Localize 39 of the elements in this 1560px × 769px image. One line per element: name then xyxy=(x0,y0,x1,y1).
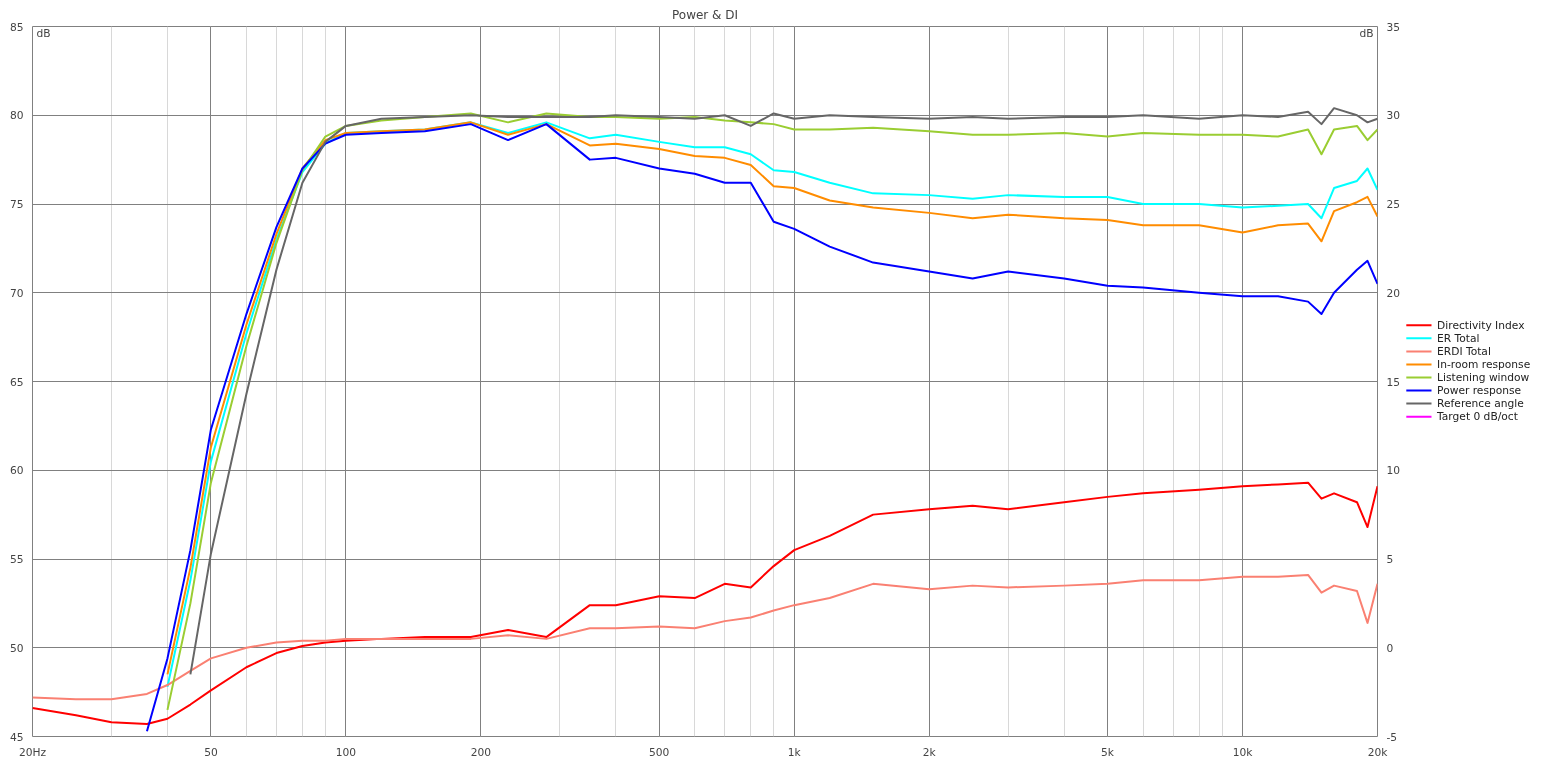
y2-tick-label: 5 xyxy=(1386,553,1394,566)
y2-tick-label: 15 xyxy=(1386,375,1401,389)
y-tick-label: 65 xyxy=(9,375,24,389)
y2-tick-label: 10 xyxy=(1386,464,1401,478)
x-tick-label: 1k xyxy=(787,745,802,759)
y2-axis-title: dB xyxy=(1359,26,1374,40)
y-tick-label: 50 xyxy=(9,641,24,655)
y-tick-label: 85 xyxy=(9,20,24,34)
x-tick-label: 20k xyxy=(1367,745,1389,759)
legend-label: Reference angle xyxy=(1437,397,1524,411)
legend-label: Listening window xyxy=(1437,370,1530,384)
y-tick-label: 80 xyxy=(9,109,24,123)
y2-tick-label: 25 xyxy=(1386,198,1401,211)
legend-label: ERDI Total xyxy=(1437,344,1491,358)
y2-tick-label: 20 xyxy=(1386,286,1401,300)
x-tick-label: 100 xyxy=(335,745,357,759)
y2-tick-label: 30 xyxy=(1386,109,1401,123)
y-tick-label: 75 xyxy=(9,198,24,211)
legend-label: Power response xyxy=(1437,384,1522,398)
y2-tick-label: -5 xyxy=(1386,730,1398,744)
x-tick-label: 200 xyxy=(470,745,492,759)
x-tick-label: 10k xyxy=(1232,745,1254,759)
x-tick-label: 50 xyxy=(204,745,218,759)
legend-label: In-room response xyxy=(1437,357,1531,371)
y-tick-label: 60 xyxy=(9,464,24,478)
y2-tick-label: 35 xyxy=(1386,20,1401,34)
y-tick-label: 45 xyxy=(9,730,24,744)
x-tick-label: 20Hz xyxy=(18,745,47,759)
y-axis-title: dB xyxy=(36,26,51,40)
x-tick-label: 5k xyxy=(1101,745,1115,759)
legend-label: Directivity Index xyxy=(1437,318,1525,332)
y-tick-label: 55 xyxy=(9,553,24,566)
y-tick-label: 70 xyxy=(9,286,24,300)
legend-label: ER Total xyxy=(1437,331,1480,345)
x-tick-label: 2k xyxy=(922,745,937,759)
x-tick-label: 500 xyxy=(649,745,670,759)
legend-label: Target 0 dB/oct xyxy=(1436,410,1518,424)
y2-tick-label: 0 xyxy=(1386,641,1394,655)
chart-title: Power & DI xyxy=(671,7,739,22)
